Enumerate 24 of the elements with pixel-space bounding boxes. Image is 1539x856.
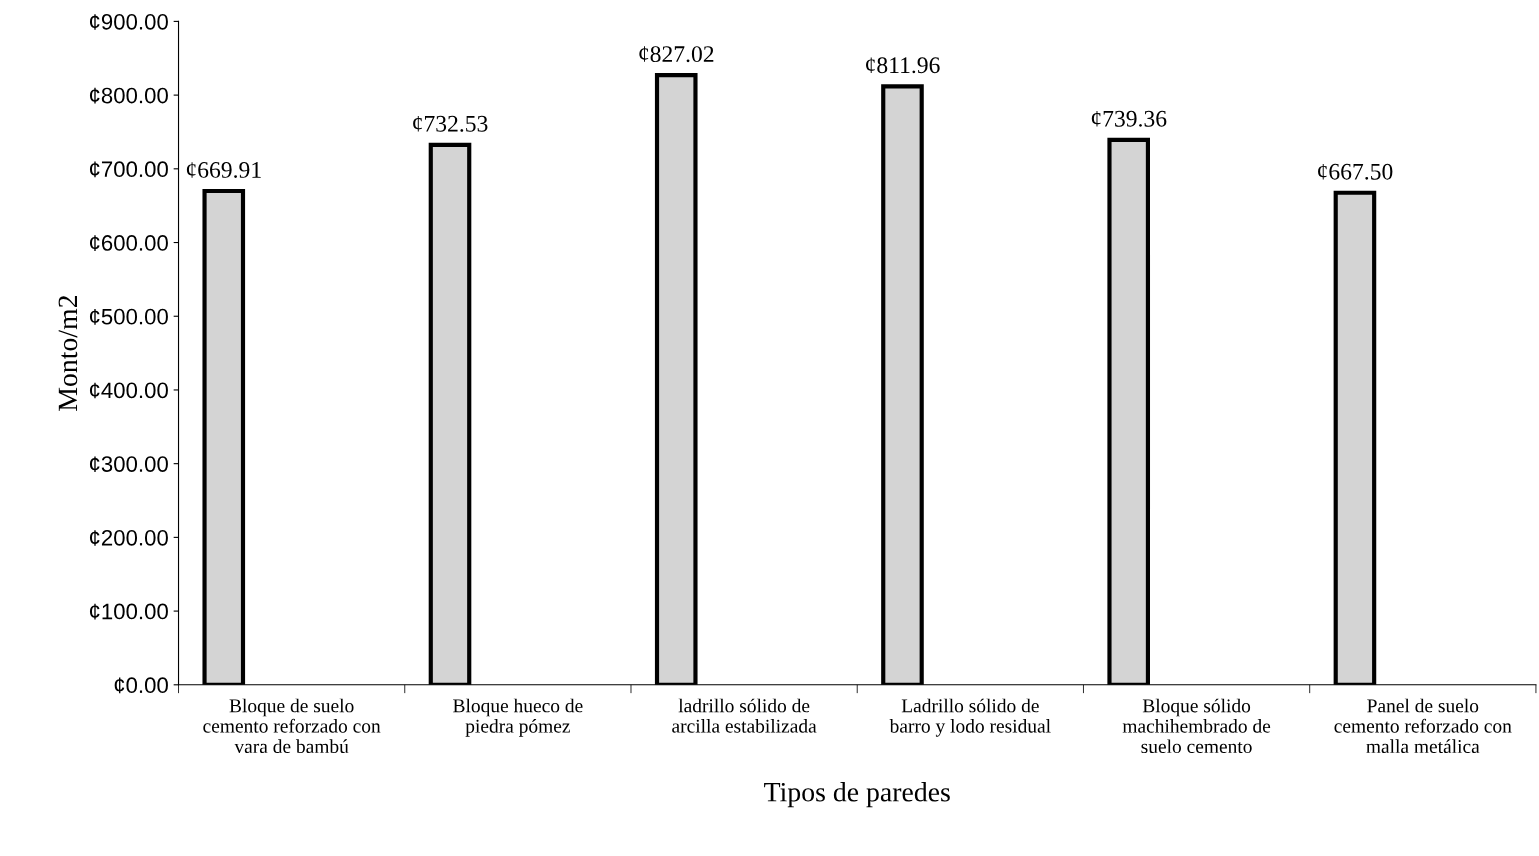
data-label: ¢667.50 <box>1318 163 1393 180</box>
y-tick-label: ¢900.00 <box>89 13 168 30</box>
y-tick-label: ¢500.00 <box>89 308 168 325</box>
x-tick-label: Panel de suelo cemento reforzado con malla metálica <box>1334 698 1512 754</box>
y-tick-label: ¢0.00 <box>114 677 168 694</box>
data-label: ¢811.96 <box>866 57 940 74</box>
data-label: ¢669.91 <box>186 162 261 178</box>
x-tick-label: Bloque sólido machihembrado de suelo cemento <box>1122 698 1271 754</box>
x-tick-label: Bloque de suelo cemento reforzado con vara de bambú <box>203 698 381 754</box>
y-tick-label: ¢200.00 <box>89 529 168 546</box>
data-label: ¢739.36 <box>1091 110 1167 127</box>
y-tick-label: ¢400.00 <box>89 382 168 399</box>
x-tick-label: Ladrillo sólido de barro y lodo residual <box>889 698 1051 737</box>
x-tick-label: ladrillo sólido de arcilla estabilizada <box>672 698 817 733</box>
y-tick-label: ¢300.00 <box>89 456 168 473</box>
y-tick-label: ¢100.00 <box>89 603 168 620</box>
y-tick-label: ¢600.00 <box>89 235 168 251</box>
y-axis-title: Monto/m2 <box>58 295 78 411</box>
x-axis-title: Tipos de paredes <box>764 782 950 808</box>
y-tick-label: ¢800.00 <box>89 87 168 104</box>
y-tick-label: ¢700.00 <box>89 161 168 178</box>
x-tick-label: Bloque hueco de piedra pómez <box>453 698 583 737</box>
data-label: ¢732.53 <box>413 115 488 132</box>
data-label: ¢827.02 <box>639 46 714 63</box>
